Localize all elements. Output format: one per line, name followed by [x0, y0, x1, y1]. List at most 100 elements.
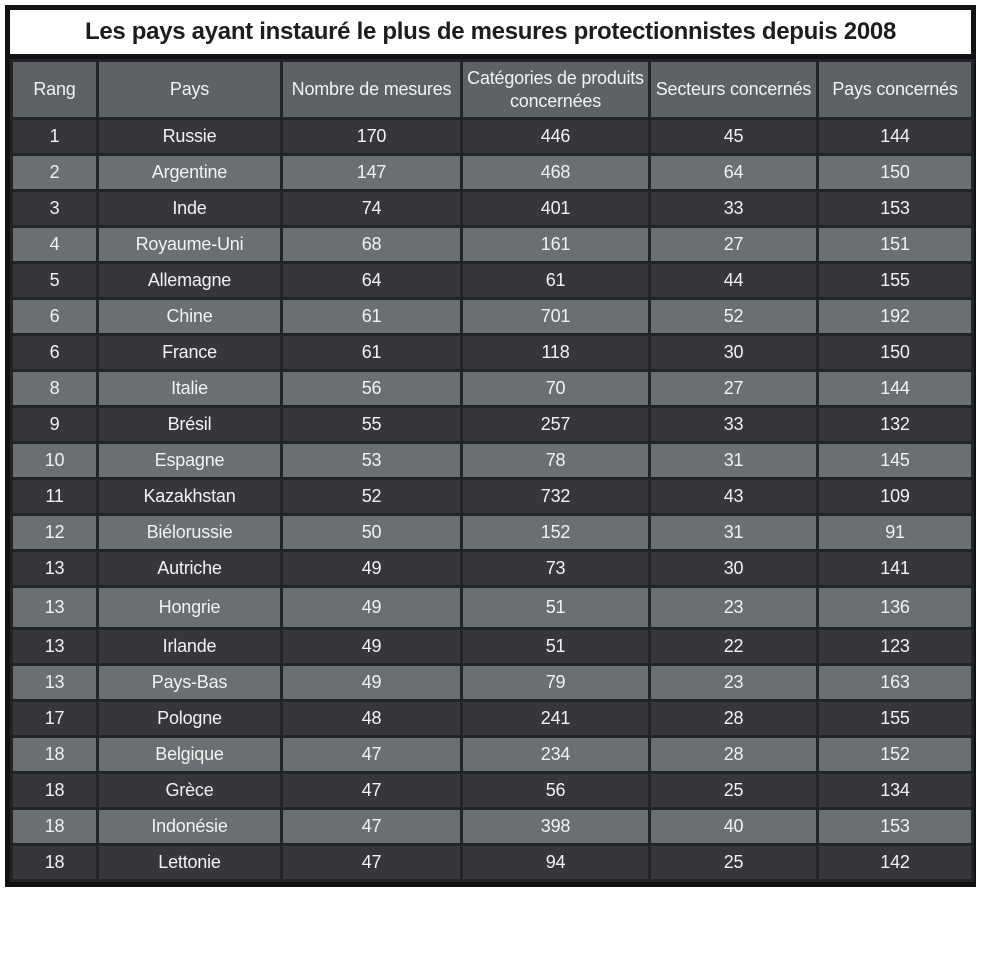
table-row: 13 Irlande 49 51 22 123 [10, 627, 974, 666]
column-header-categories-produits: Catégories de produits concernées [460, 59, 651, 120]
cell-nombre-de-mesures: 56 [280, 369, 463, 408]
cell-categories-produits: 161 [460, 225, 651, 264]
table-row: 3 Inde 74 401 33 153 [10, 189, 974, 228]
cell-categories-produits: 398 [460, 807, 651, 846]
table-row: 1 Russie 170 446 45 144 [10, 117, 974, 156]
cell-pays-concernes: 142 [816, 843, 974, 882]
cell-pays-concernes: 136 [816, 585, 974, 630]
header-row: Rang Pays Nombre de mesures Catégories de p… [10, 59, 974, 120]
cell-secteurs-concernes: 30 [648, 549, 819, 588]
cell-rang: 2 [10, 153, 99, 192]
cell-nombre-de-mesures: 49 [280, 549, 463, 588]
cell-pays: Allemagne [96, 261, 283, 300]
cell-categories-produits: 78 [460, 441, 651, 480]
cell-categories-produits: 51 [460, 627, 651, 666]
cell-nombre-de-mesures: 53 [280, 441, 463, 480]
cell-pays-concernes: 123 [816, 627, 974, 666]
cell-nombre-de-mesures: 49 [280, 627, 463, 666]
cell-categories-produits: 51 [460, 585, 651, 630]
table-row: 6 France 61 118 30 150 [10, 333, 974, 372]
cell-categories-produits: 732 [460, 477, 651, 516]
cell-pays-concernes: 132 [816, 405, 974, 444]
table-row: 5 Allemagne 64 61 44 155 [10, 261, 974, 300]
cell-secteurs-concernes: 31 [648, 441, 819, 480]
cell-pays-concernes: 141 [816, 549, 974, 588]
cell-pays: Lettonie [96, 843, 283, 882]
cell-pays-concernes: 91 [816, 513, 974, 552]
cell-pays: Royaume-Uni [96, 225, 283, 264]
column-header-secteurs-concernes: Secteurs concernés [648, 59, 819, 120]
cell-secteurs-concernes: 25 [648, 843, 819, 882]
table-row: 17 Pologne 48 241 28 155 [10, 699, 974, 738]
table-frame: Les pays ayant instauré le plus de mesur… [5, 5, 976, 887]
cell-categories-produits: 118 [460, 333, 651, 372]
cell-nombre-de-mesures: 61 [280, 297, 463, 336]
cell-nombre-de-mesures: 47 [280, 807, 463, 846]
cell-rang: 9 [10, 405, 99, 444]
cell-nombre-de-mesures: 55 [280, 405, 463, 444]
cell-pays: Hongrie [96, 585, 283, 630]
table-row: 13 Autriche 49 73 30 141 [10, 549, 974, 588]
cell-categories-produits: 61 [460, 261, 651, 300]
cell-categories-produits: 152 [460, 513, 651, 552]
cell-categories-produits: 79 [460, 663, 651, 702]
cell-rang: 3 [10, 189, 99, 228]
cell-secteurs-concernes: 40 [648, 807, 819, 846]
table-row: 13 Hongrie 49 51 23 136 [10, 585, 974, 630]
cell-secteurs-concernes: 23 [648, 663, 819, 702]
cell-pays: Biélorussie [96, 513, 283, 552]
cell-rang: 6 [10, 333, 99, 372]
column-header-nombre-de-mesures: Nombre de mesures [280, 59, 463, 120]
cell-rang: 18 [10, 771, 99, 810]
cell-rang: 18 [10, 807, 99, 846]
cell-secteurs-concernes: 45 [648, 117, 819, 156]
cell-secteurs-concernes: 64 [648, 153, 819, 192]
cell-categories-produits: 701 [460, 297, 651, 336]
cell-categories-produits: 241 [460, 699, 651, 738]
cell-categories-produits: 401 [460, 189, 651, 228]
cell-pays-concernes: 153 [816, 807, 974, 846]
cell-secteurs-concernes: 28 [648, 699, 819, 738]
cell-rang: 13 [10, 585, 99, 630]
cell-nombre-de-mesures: 52 [280, 477, 463, 516]
cell-pays: Pologne [96, 699, 283, 738]
cell-pays: Inde [96, 189, 283, 228]
cell-pays: Kazakhstan [96, 477, 283, 516]
cell-nombre-de-mesures: 49 [280, 585, 463, 630]
cell-pays-concernes: 192 [816, 297, 974, 336]
cell-pays-concernes: 134 [816, 771, 974, 810]
cell-pays-concernes: 151 [816, 225, 974, 264]
table-body: 1 Russie 170 446 45 144 2 Argentine 147 468 64 150 3… [10, 117, 974, 882]
cell-rang: 12 [10, 513, 99, 552]
cell-secteurs-concernes: 43 [648, 477, 819, 516]
cell-secteurs-concernes: 28 [648, 735, 819, 774]
protectionist-measures-table: Rang Pays Nombre de mesures Catégories de p… [10, 59, 974, 882]
table-row: 12 Biélorussie 50 152 31 91 [10, 513, 974, 552]
cell-secteurs-concernes: 30 [648, 333, 819, 372]
cell-secteurs-concernes: 44 [648, 261, 819, 300]
cell-secteurs-concernes: 22 [648, 627, 819, 666]
cell-pays-concernes: 155 [816, 699, 974, 738]
cell-pays: Brésil [96, 405, 283, 444]
cell-pays: Belgique [96, 735, 283, 774]
column-header-pays-concernes: Pays concernés [816, 59, 974, 120]
cell-secteurs-concernes: 33 [648, 405, 819, 444]
cell-nombre-de-mesures: 147 [280, 153, 463, 192]
table-row: 18 Indonésie 47 398 40 153 [10, 807, 974, 846]
cell-categories-produits: 234 [460, 735, 651, 774]
cell-pays-concernes: 144 [816, 369, 974, 408]
cell-pays-concernes: 153 [816, 189, 974, 228]
cell-rang: 18 [10, 735, 99, 774]
cell-pays-concernes: 144 [816, 117, 974, 156]
cell-pays: Espagne [96, 441, 283, 480]
cell-categories-produits: 94 [460, 843, 651, 882]
cell-pays-concernes: 155 [816, 261, 974, 300]
cell-rang: 5 [10, 261, 99, 300]
cell-pays-concernes: 150 [816, 333, 974, 372]
cell-rang: 13 [10, 549, 99, 588]
cell-secteurs-concernes: 33 [648, 189, 819, 228]
cell-rang: 13 [10, 627, 99, 666]
cell-rang: 10 [10, 441, 99, 480]
table-row: 6 Chine 61 701 52 192 [10, 297, 974, 336]
cell-nombre-de-mesures: 74 [280, 189, 463, 228]
